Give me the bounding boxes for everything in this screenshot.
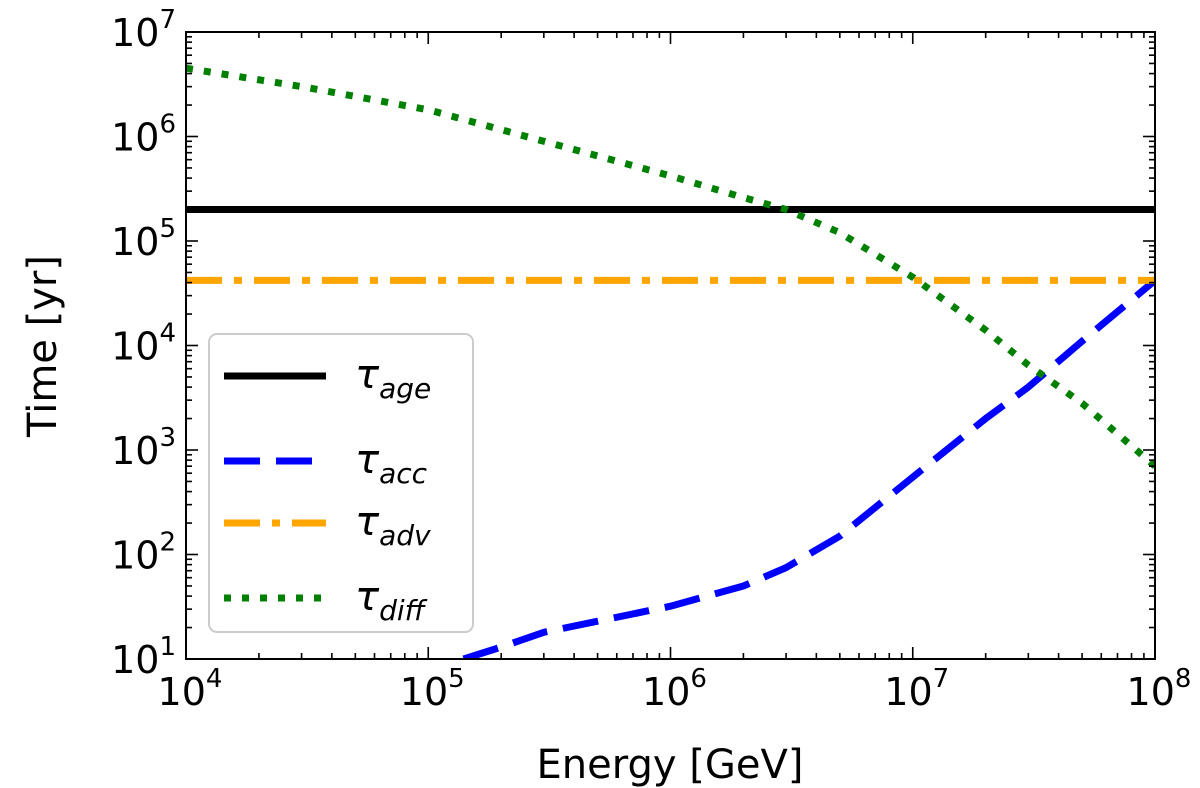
legend-label-adv: τadv: [355, 499, 431, 552]
y-tick-label: 105: [111, 214, 176, 264]
legend-label-age: τage: [355, 352, 431, 405]
y-axis-label: Time [yr]: [20, 255, 66, 438]
x-tick-label: 105: [400, 664, 465, 714]
x-axis-label: Energy [GeV]: [537, 742, 804, 788]
y-tick-label: 103: [111, 423, 176, 473]
y-tick-label: 106: [111, 110, 176, 160]
series-line-acc: [462, 277, 1155, 659]
series-line-diff: [186, 64, 1155, 469]
y-tick-label: 107: [111, 5, 176, 55]
legend: τage τacc τadv τdiff: [208, 333, 474, 633]
ticks-layer: [185, 31, 1156, 660]
legend-label-acc: τacc: [355, 437, 428, 490]
legend-label-diff: τdiff: [355, 574, 428, 627]
x-tick-label: 108: [1127, 664, 1192, 714]
y-tick-label: 104: [111, 319, 176, 369]
x-tick-label: 104: [158, 664, 223, 714]
series-layer: [186, 64, 1155, 659]
y-tick-label: 102: [111, 528, 176, 578]
legend-box: [208, 333, 474, 633]
x-tick-label: 107: [884, 664, 949, 714]
tick-labels-layer: 104 105 106 107 108 101 102 103 104 105 106 107: [111, 5, 1191, 714]
y-tick-label: 101: [111, 632, 176, 682]
x-tick-label: 106: [642, 664, 707, 714]
